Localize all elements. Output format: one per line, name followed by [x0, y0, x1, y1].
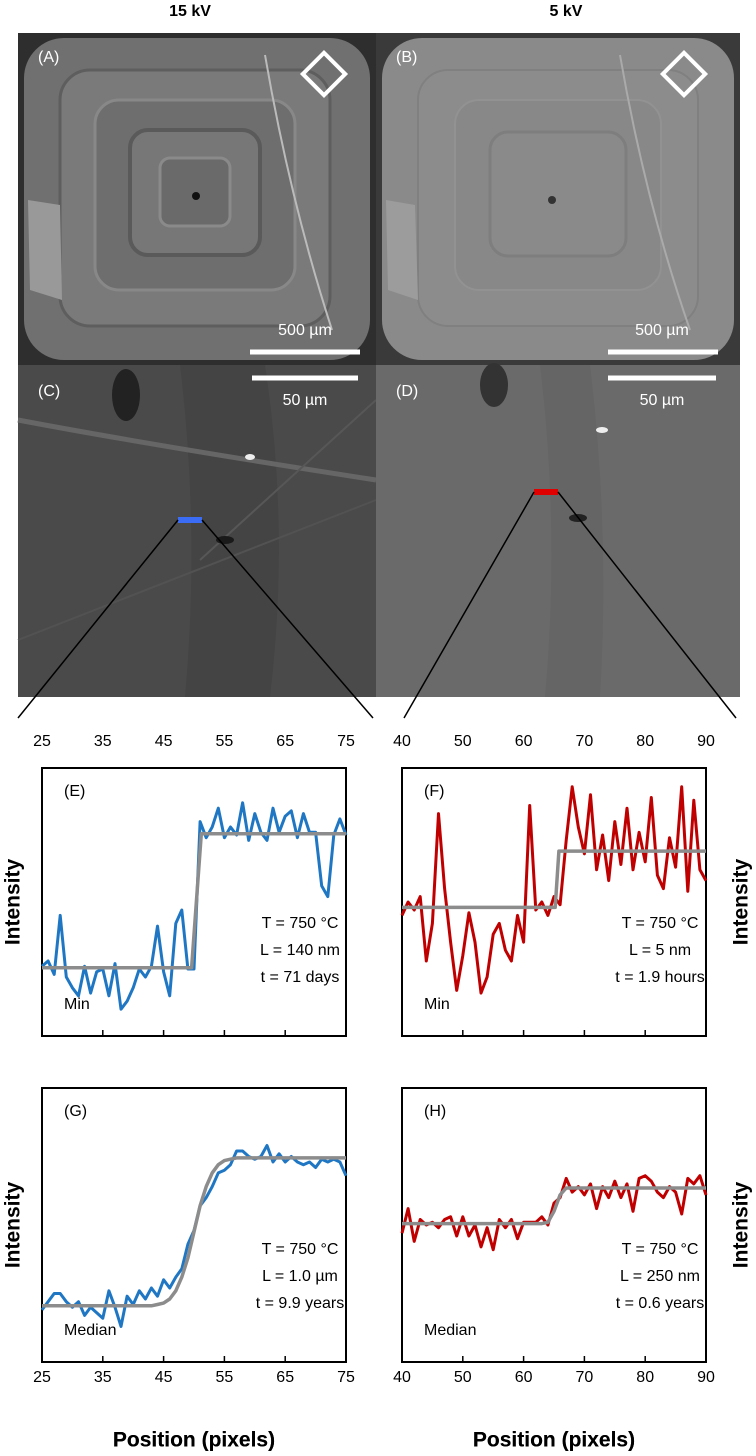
x-tick-label: 70: [576, 1369, 594, 1386]
x-tick-label: 65: [276, 1369, 294, 1386]
panel-label: (A): [38, 49, 59, 66]
method-label: Median: [64, 1322, 116, 1339]
x-tick-label: 75: [337, 733, 355, 750]
annotation: t = 0.6 years: [616, 1295, 705, 1312]
panel-label: (B): [396, 49, 417, 66]
annotation: T = 750 °C: [262, 915, 339, 932]
x-tick-label: 45: [155, 733, 173, 750]
x-tick-label: 90: [697, 733, 715, 750]
annotation: L = 140 nm: [260, 942, 340, 959]
panel-label: (F): [424, 783, 444, 800]
method-label: Median: [424, 1322, 476, 1339]
y-axis-label: Intensity: [2, 859, 25, 946]
x-tick-label: 75: [337, 1369, 355, 1386]
x-axis-label: Position (pixels): [473, 1429, 635, 1452]
annotation: t = 1.9 hours: [615, 969, 704, 986]
annotation: T = 750 °C: [622, 1241, 699, 1258]
data-line: [400, 785, 708, 995]
x-tick-label: 50: [454, 1369, 472, 1386]
plot-frame: [41, 1087, 347, 1363]
annotation: L = 250 nm: [620, 1268, 700, 1285]
micrograph-a: [18, 33, 376, 365]
method-label: Min: [424, 996, 450, 1013]
y-axis-label: Intensity: [2, 1182, 25, 1269]
zoom-lines: [17, 491, 737, 719]
x-axis-label: Position (pixels): [473, 1429, 635, 1452]
annotation: L = 5 nm: [629, 942, 691, 959]
scale-bar-label: 50 µm: [283, 392, 328, 409]
plot-frame: [401, 767, 707, 1037]
column-title: 5 kV: [550, 3, 583, 20]
x-tick-label: 65: [276, 733, 294, 750]
x-tick-label: 70: [576, 733, 594, 750]
x-tick-label: 50: [454, 733, 472, 750]
x-tick-label: 80: [636, 733, 654, 750]
x-tick-label: 55: [216, 1369, 234, 1386]
panel-label: (C): [38, 383, 60, 400]
x-tick-label: 45: [155, 1369, 173, 1386]
panel-label: (G): [64, 1103, 87, 1120]
panel-label: (H): [424, 1103, 446, 1120]
fit-line: [402, 1186, 706, 1226]
column-title: 15 kV: [169, 3, 211, 20]
panel-label: (E): [64, 783, 85, 800]
x-tick-label: 40: [393, 733, 411, 750]
y-axis-label: Intensity: [730, 859, 753, 946]
data-line: [41, 801, 348, 1011]
annotation: L = 1.0 µm: [262, 1268, 338, 1285]
annotation: t = 9.9 years: [256, 1295, 345, 1312]
x-axis-label: Position (pixels): [113, 1429, 275, 1452]
plot-frame: [41, 767, 347, 1037]
fit-line: [42, 831, 346, 970]
fit-line: [42, 1156, 346, 1308]
x-tick-label: 25: [33, 1369, 51, 1386]
annotation: T = 750 °C: [262, 1241, 339, 1258]
scale-bar-label: 50 µm: [640, 392, 685, 409]
x-tick-label: 25: [33, 733, 51, 750]
x-tick-label: 90: [697, 1369, 715, 1386]
x-tick-label: 35: [94, 1369, 112, 1386]
x-tick-label: 80: [636, 1369, 654, 1386]
annotation: T = 750 °C: [622, 915, 699, 932]
micrograph-c: [17, 365, 377, 697]
scale-bar-label: 500 µm: [278, 322, 332, 339]
x-axis-label: Position (pixels): [113, 1429, 275, 1452]
fit-line: [402, 849, 706, 910]
x-tick-label: 55: [216, 733, 234, 750]
annotation: t = 71 days: [261, 969, 340, 986]
x-tick-label: 35: [94, 733, 112, 750]
micrograph-b: [376, 33, 740, 365]
x-tick-label: 60: [515, 1369, 533, 1386]
method-label: Min: [64, 996, 90, 1013]
micrograph-d: [376, 363, 740, 697]
panel-label: (D): [396, 383, 418, 400]
y-axis-label: Intensity: [730, 1182, 753, 1269]
x-tick-label: 60: [515, 733, 533, 750]
scale-bar-label: 500 µm: [635, 322, 689, 339]
x-tick-label: 40: [393, 1369, 411, 1386]
